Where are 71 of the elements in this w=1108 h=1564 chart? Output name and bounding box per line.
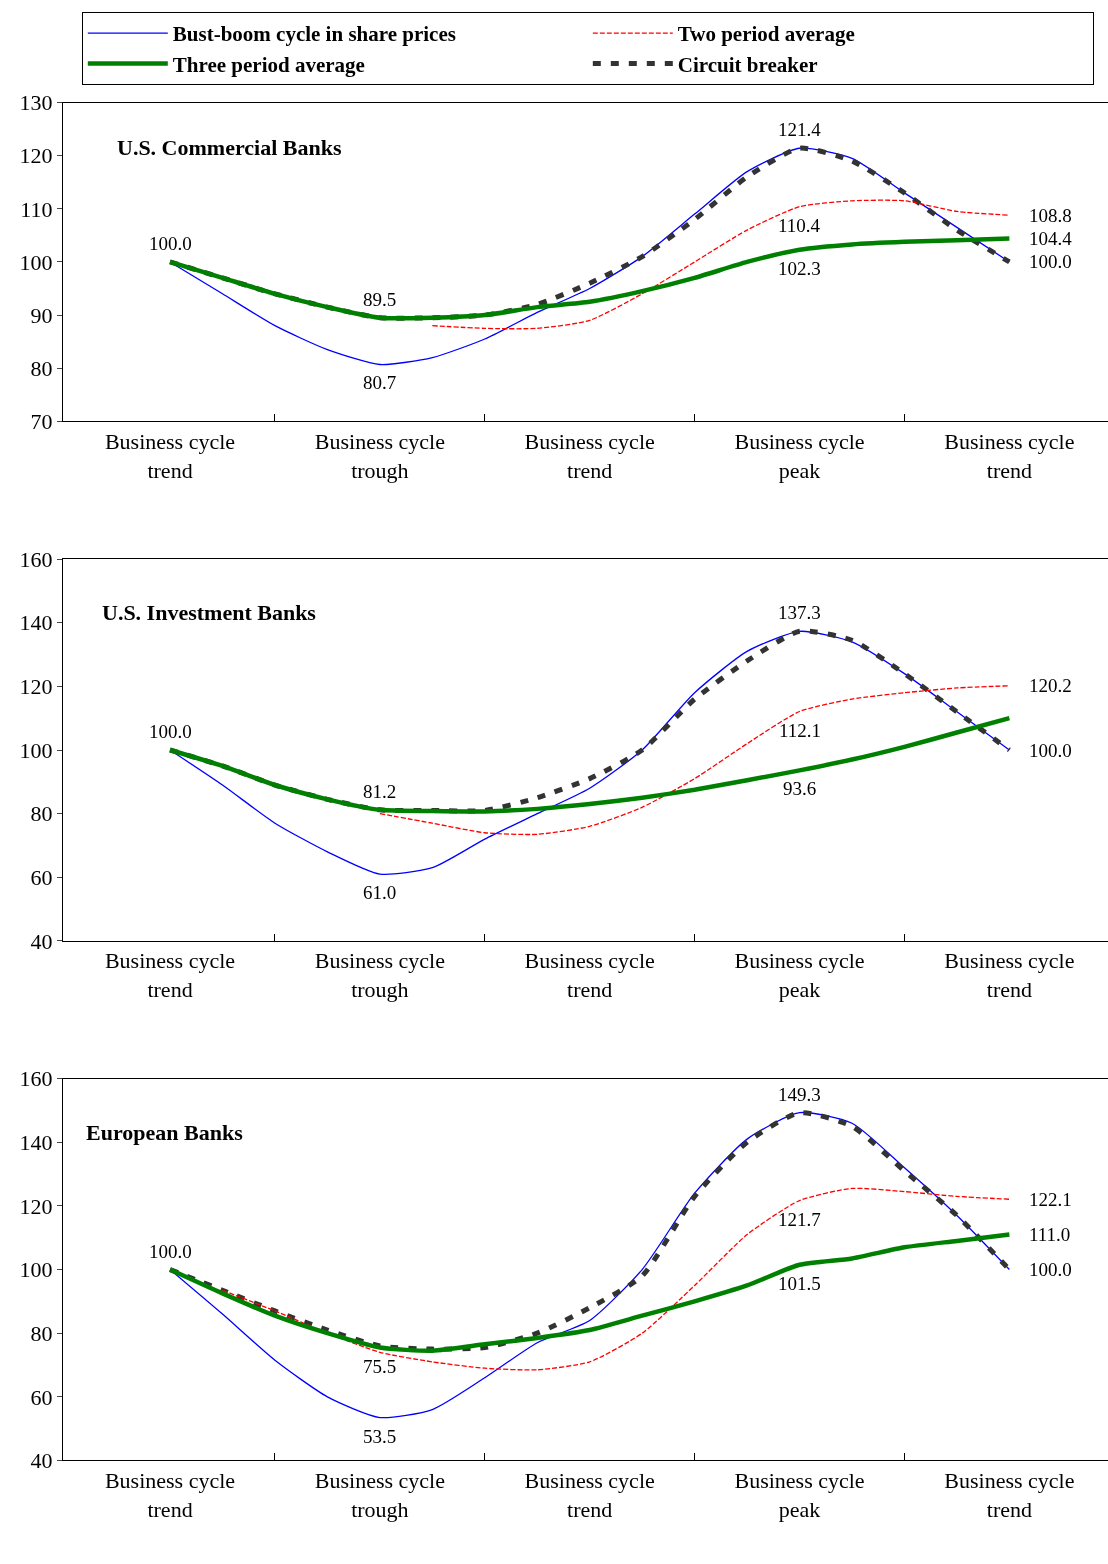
y-tick-label: 160	[19, 546, 53, 572]
text: European Banks	[86, 1120, 244, 1145]
y-tick-label: 140	[19, 610, 53, 636]
data-label: 100.0	[149, 233, 192, 254]
data-label: 101.5	[778, 1273, 821, 1294]
data-label: 102.3	[778, 258, 821, 279]
y-tick-label: 160	[19, 1066, 53, 1092]
text: U.S. Commercial Banks	[117, 135, 342, 160]
x-tick-label: Business cycle trough	[314, 428, 445, 483]
x-tick-label: Business cycle trend	[944, 428, 1075, 483]
y-tick-label: 60	[30, 1384, 53, 1410]
y-tick-label: 140	[19, 1130, 53, 1155]
data-label: 110.4	[778, 215, 821, 236]
x-tick-label: Business cycle trough	[314, 948, 445, 1003]
data-label: 100.0	[1029, 740, 1072, 761]
data-label: 100.0	[1029, 251, 1072, 272]
y-tick-label: 130	[19, 90, 53, 116]
x-tick-label: Business cycle trend	[944, 1468, 1075, 1522]
data-label: 89.5	[363, 289, 397, 310]
y-tick-label: 70	[30, 409, 53, 435]
y-tick-label: 40	[30, 1448, 53, 1474]
data-label: 75.5	[363, 1356, 397, 1377]
y-tick-label: 100	[19, 249, 53, 275]
y-tick-label: 100	[19, 737, 53, 763]
data-label: 122.1	[1029, 1189, 1072, 1210]
data-label: 81.2	[363, 781, 397, 802]
y-tick-label: 40	[30, 928, 53, 954]
x-tick-label: Business cycle trend	[524, 948, 655, 1003]
data-label: 53.5	[363, 1426, 397, 1447]
data-label: 93.6	[783, 778, 817, 799]
data-label: 100.0	[149, 721, 192, 742]
y-tick-label: 100	[19, 1257, 53, 1283]
y-tick-label: 120	[19, 1193, 53, 1219]
legend-label: Three period average	[172, 52, 365, 77]
y-tick-label: 90	[30, 302, 53, 328]
x-tick-label: Business cycle trend	[104, 428, 236, 483]
data-label: 61.0	[363, 882, 397, 903]
data-label: 100.0	[1029, 1259, 1072, 1280]
data-label: 100.0	[149, 1241, 192, 1262]
y-tick-label: 80	[30, 801, 53, 827]
y-tick-label: 80	[30, 355, 53, 381]
data-label: 121.4	[778, 119, 822, 140]
data-label: 80.7	[363, 372, 397, 393]
legend-label: Bust-boom cycle in share prices	[172, 22, 456, 47]
x-tick-label: Business cycle trend	[104, 948, 236, 1003]
data-label: 121.7	[778, 1209, 821, 1230]
line-series	[221, 1187, 1011, 1371]
legend-label: Two period average	[677, 22, 855, 47]
text: U.S. Investment Banks	[102, 600, 317, 625]
data-label: 108.8	[1029, 205, 1072, 226]
x-tick-label: Business cycle trend	[944, 948, 1075, 1003]
x-tick-label: Business cycle trend	[104, 1468, 236, 1522]
data-label: 120.2	[1029, 675, 1072, 696]
x-tick-label: Business cycle trough	[314, 1468, 445, 1522]
y-tick-label: 120	[19, 674, 53, 700]
data-label: 137.3	[778, 602, 821, 623]
x-tick-label: Business cycle trend	[524, 428, 655, 483]
data-label: 111.0	[1029, 1224, 1071, 1245]
data-label: 104.4	[1029, 228, 1073, 249]
y-tick-label: 80	[30, 1320, 53, 1346]
data-label: 112.1	[779, 720, 822, 741]
x-tick-label: Business cycle peak	[734, 1468, 865, 1522]
y-tick-label: 110	[20, 196, 53, 222]
x-tick-label: Business cycle peak	[734, 948, 865, 1003]
y-tick-label: 60	[30, 864, 53, 890]
legend-label: Circuit breaker	[677, 52, 818, 77]
data-label: 149.3	[778, 1084, 821, 1105]
x-tick-label: Business cycle peak	[734, 428, 865, 483]
line-series	[431, 199, 1011, 330]
y-tick-label: 120	[19, 143, 53, 169]
x-tick-label: Business cycle trend	[524, 1468, 655, 1522]
